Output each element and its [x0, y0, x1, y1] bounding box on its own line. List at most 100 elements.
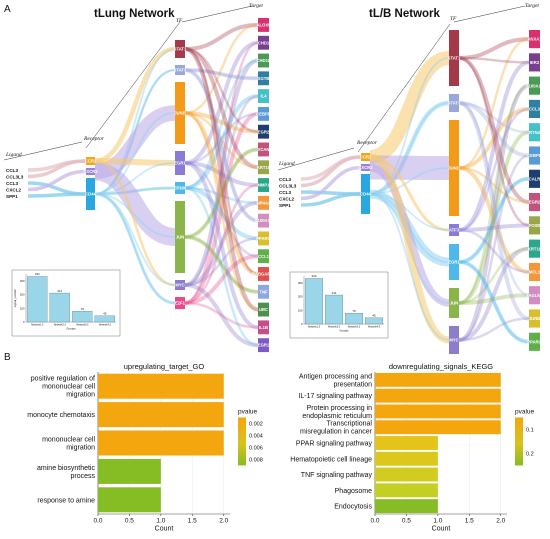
nr-inset-bar-0	[305, 278, 323, 325]
nl-ligand-label-4: SPP1	[6, 194, 18, 199]
chartB2-xtick-2: 1.0	[433, 518, 442, 525]
nl-target-tnf-node	[258, 284, 269, 299]
nl-receptor-label-2: CD44	[85, 192, 96, 197]
nl-inset-bar-3	[94, 315, 115, 323]
panel-label-b: B	[4, 352, 11, 363]
nl-ligand-label-0: CCL3	[6, 168, 18, 173]
nl-flow-tf-target-b-3	[184, 68, 259, 80]
chartB1-bar-2	[98, 430, 224, 456]
nl-tf-jund-node	[175, 82, 185, 144]
nr-flow-tf-target-b-7	[458, 166, 530, 204]
nr-flow-tf-target-5	[458, 101, 530, 158]
nr-inset-xtick-1: Network2:3	[328, 326, 341, 329]
nl-tf-label-0: STAT1	[174, 47, 187, 52]
tlung-receptor-header: Receptor	[83, 136, 105, 142]
nl-flow-receptor-tf-b-5	[94, 193, 176, 238]
nl-target-ubc-node	[258, 302, 269, 317]
tlung-inset-chart: 0 100 200 300 332 Network1:3 211 Network2:3 79 Ne…	[11, 269, 121, 337]
panel-label-a: A	[4, 4, 11, 15]
nl-target-sgtb-node	[258, 71, 269, 86]
chartB1-xtick-3: 1.5	[188, 518, 197, 525]
nr-flow-tf-target-8	[458, 223, 530, 232]
chartB2-category-label-8: Endocytosis	[334, 504, 372, 511]
nr-tf-egr1-node	[449, 244, 459, 280]
nr-inset-bar-label-1: 211	[332, 291, 337, 295]
nl-receptor-label-1: CXCR2	[83, 169, 98, 174]
nr-target-fosb-node	[529, 216, 540, 235]
chartB1-category-label-3: amine biosynthetic process	[37, 465, 95, 480]
nl-inset-ytick-300: 300	[20, 279, 25, 283]
nl-flow-tf-target-b-16	[184, 111, 259, 311]
nr-target-anxa1-node	[529, 30, 540, 49]
nr-receptor-cxcr2-node	[361, 164, 370, 171]
nr-target-label-13: PPARG	[527, 339, 542, 344]
nl-inset-ytick-100: 100	[20, 306, 25, 310]
chartB2-category-label-7: Phagosome	[335, 488, 372, 495]
nl-flow-receptor-tf-b-7	[94, 193, 176, 304]
chartB2-title: downregulating_signals_KEGG	[389, 362, 493, 371]
nr-target-label-12: JUNB	[529, 316, 540, 321]
nr-target-label-2: S100A10	[526, 83, 544, 88]
nl-tf-ep300-node	[175, 182, 185, 194]
nl-receptor-ccr1-node	[86, 157, 95, 165]
tlung-nodes: CCL3CCL3L3CCL3CXCL2SPP1CCR1CXCR2CD44STAT…	[6, 18, 275, 353]
nl-target-label-7: VCAN	[258, 147, 270, 152]
nl-inset-bar-1	[49, 292, 70, 323]
chartB2-category-label-3: Transcriptional misregulation in cancer	[300, 421, 373, 436]
nl-flow-tf-target-b-7	[184, 148, 259, 239]
tlb-ligand-header: Ligand	[278, 161, 295, 167]
nl-flow-tf-target-12	[184, 186, 259, 241]
nl-flow-receptor-tf-7	[94, 192, 176, 305]
nl-inset-bar-label-1: 211	[57, 289, 62, 293]
nl-flow-tf-target-b-6	[184, 47, 259, 133]
nl-flow-tf-target-2	[184, 58, 259, 287]
nr-target-label-10: MCL1	[529, 270, 541, 275]
nr-tf-jun-node	[449, 288, 459, 318]
nl-flow-receptor-tf-b-2	[94, 112, 176, 195]
nr-inset-bar-1	[325, 294, 343, 325]
nr-flow-tf-target-b-8	[458, 56, 530, 227]
nr-flow-tf-target-b-13	[458, 260, 530, 344]
nl-target-label-6: EGR2	[258, 129, 270, 134]
nl-flow-tf-target-b-10	[184, 186, 259, 205]
nr-flow-tf-target-6	[458, 176, 530, 264]
chartB2-bar-8	[375, 499, 438, 514]
nr-flow-tf-target-2	[458, 83, 530, 342]
chartB1-legend-tick-2: 0.006	[249, 445, 263, 451]
tlung-flows	[27, 22, 259, 348]
nl-inset-bar-label-3: 45	[103, 312, 107, 316]
nl-flow-tf-target-b-0	[184, 23, 259, 115]
nl-tf-label-2: JUND	[174, 111, 185, 116]
nl-target-label-1: CHD1	[258, 40, 270, 45]
nl-flow-tf-target-3	[184, 68, 259, 81]
nl-target-label-9: MMP1	[257, 183, 270, 188]
nl-flow-receptor-tf-6	[94, 159, 176, 287]
nr-flow-tf-target-13	[458, 260, 530, 344]
nr-target-cebpb-node	[529, 146, 540, 165]
chartB1-title: upregulating_target_GO	[124, 362, 205, 371]
nr-flow-tf-target-b-12	[458, 317, 530, 342]
nr-target-label-0: ANXA1	[527, 37, 542, 42]
nr-flow-tf-target-b-2	[458, 84, 530, 305]
nr-flow-tf-target-b-4	[458, 101, 530, 134]
nl-target-label-16: UBC	[259, 307, 268, 312]
tlb-receptor-header: Receptor	[356, 140, 378, 146]
nr-flow-tf-target-4	[458, 130, 530, 305]
chartB2-legend-colorbar	[515, 417, 523, 466]
nr-flow-ligand-4	[300, 192, 362, 207]
chartB2-category-label-4: PPAR signaling pathway	[296, 441, 373, 448]
nl-target-s100a10-node	[258, 213, 269, 228]
nl-target-label-13: CCL1	[258, 254, 270, 259]
nr-ligand-label-3: CXCL2	[279, 197, 295, 202]
nl-flow-receptor-tf-3	[94, 158, 176, 166]
nr-flow-ligand-1	[300, 155, 362, 188]
nl-inset-bar-label-0: 332	[35, 272, 40, 276]
nl-tf-label-5: JUN	[176, 235, 184, 240]
nr-target-mcl1-node	[529, 262, 540, 282]
nr-target-label-6: CALR	[529, 176, 541, 181]
nr-inset-xtick-3: Network4:3	[368, 326, 381, 329]
chartB1-category-label-1: monocyte chemotaxis	[27, 412, 95, 419]
nl-target-nr4a2-node	[258, 195, 269, 210]
nl-inset-ylabel: signal_number	[13, 289, 17, 307]
